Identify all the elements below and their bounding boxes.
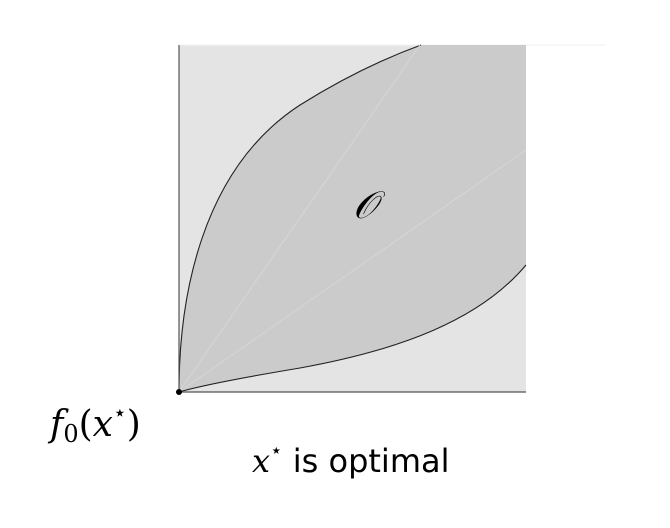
caption: x⋆ is optimal [252, 438, 449, 480]
point-label-subscript: 0 [63, 420, 78, 448]
optimal-point [176, 389, 182, 395]
point-label-close-paren: ) [127, 404, 141, 445]
point-label-var: x [93, 404, 113, 445]
point-label-open-paren: ( [79, 404, 93, 445]
point-label-star: ⋆ [113, 401, 127, 426]
upper-boundary-curve [178, 44, 422, 393]
point-label: f0(x⋆) [47, 401, 141, 448]
objective-region [179, 45, 526, 392]
caption-star: ⋆ [270, 438, 283, 462]
lower-boundary-curve [178, 264, 527, 393]
caption-text: is optimal [283, 442, 450, 480]
caption-var: x [252, 442, 270, 480]
faint-guide-line-1 [178, 44, 421, 393]
faint-guide-line-2 [178, 149, 527, 393]
